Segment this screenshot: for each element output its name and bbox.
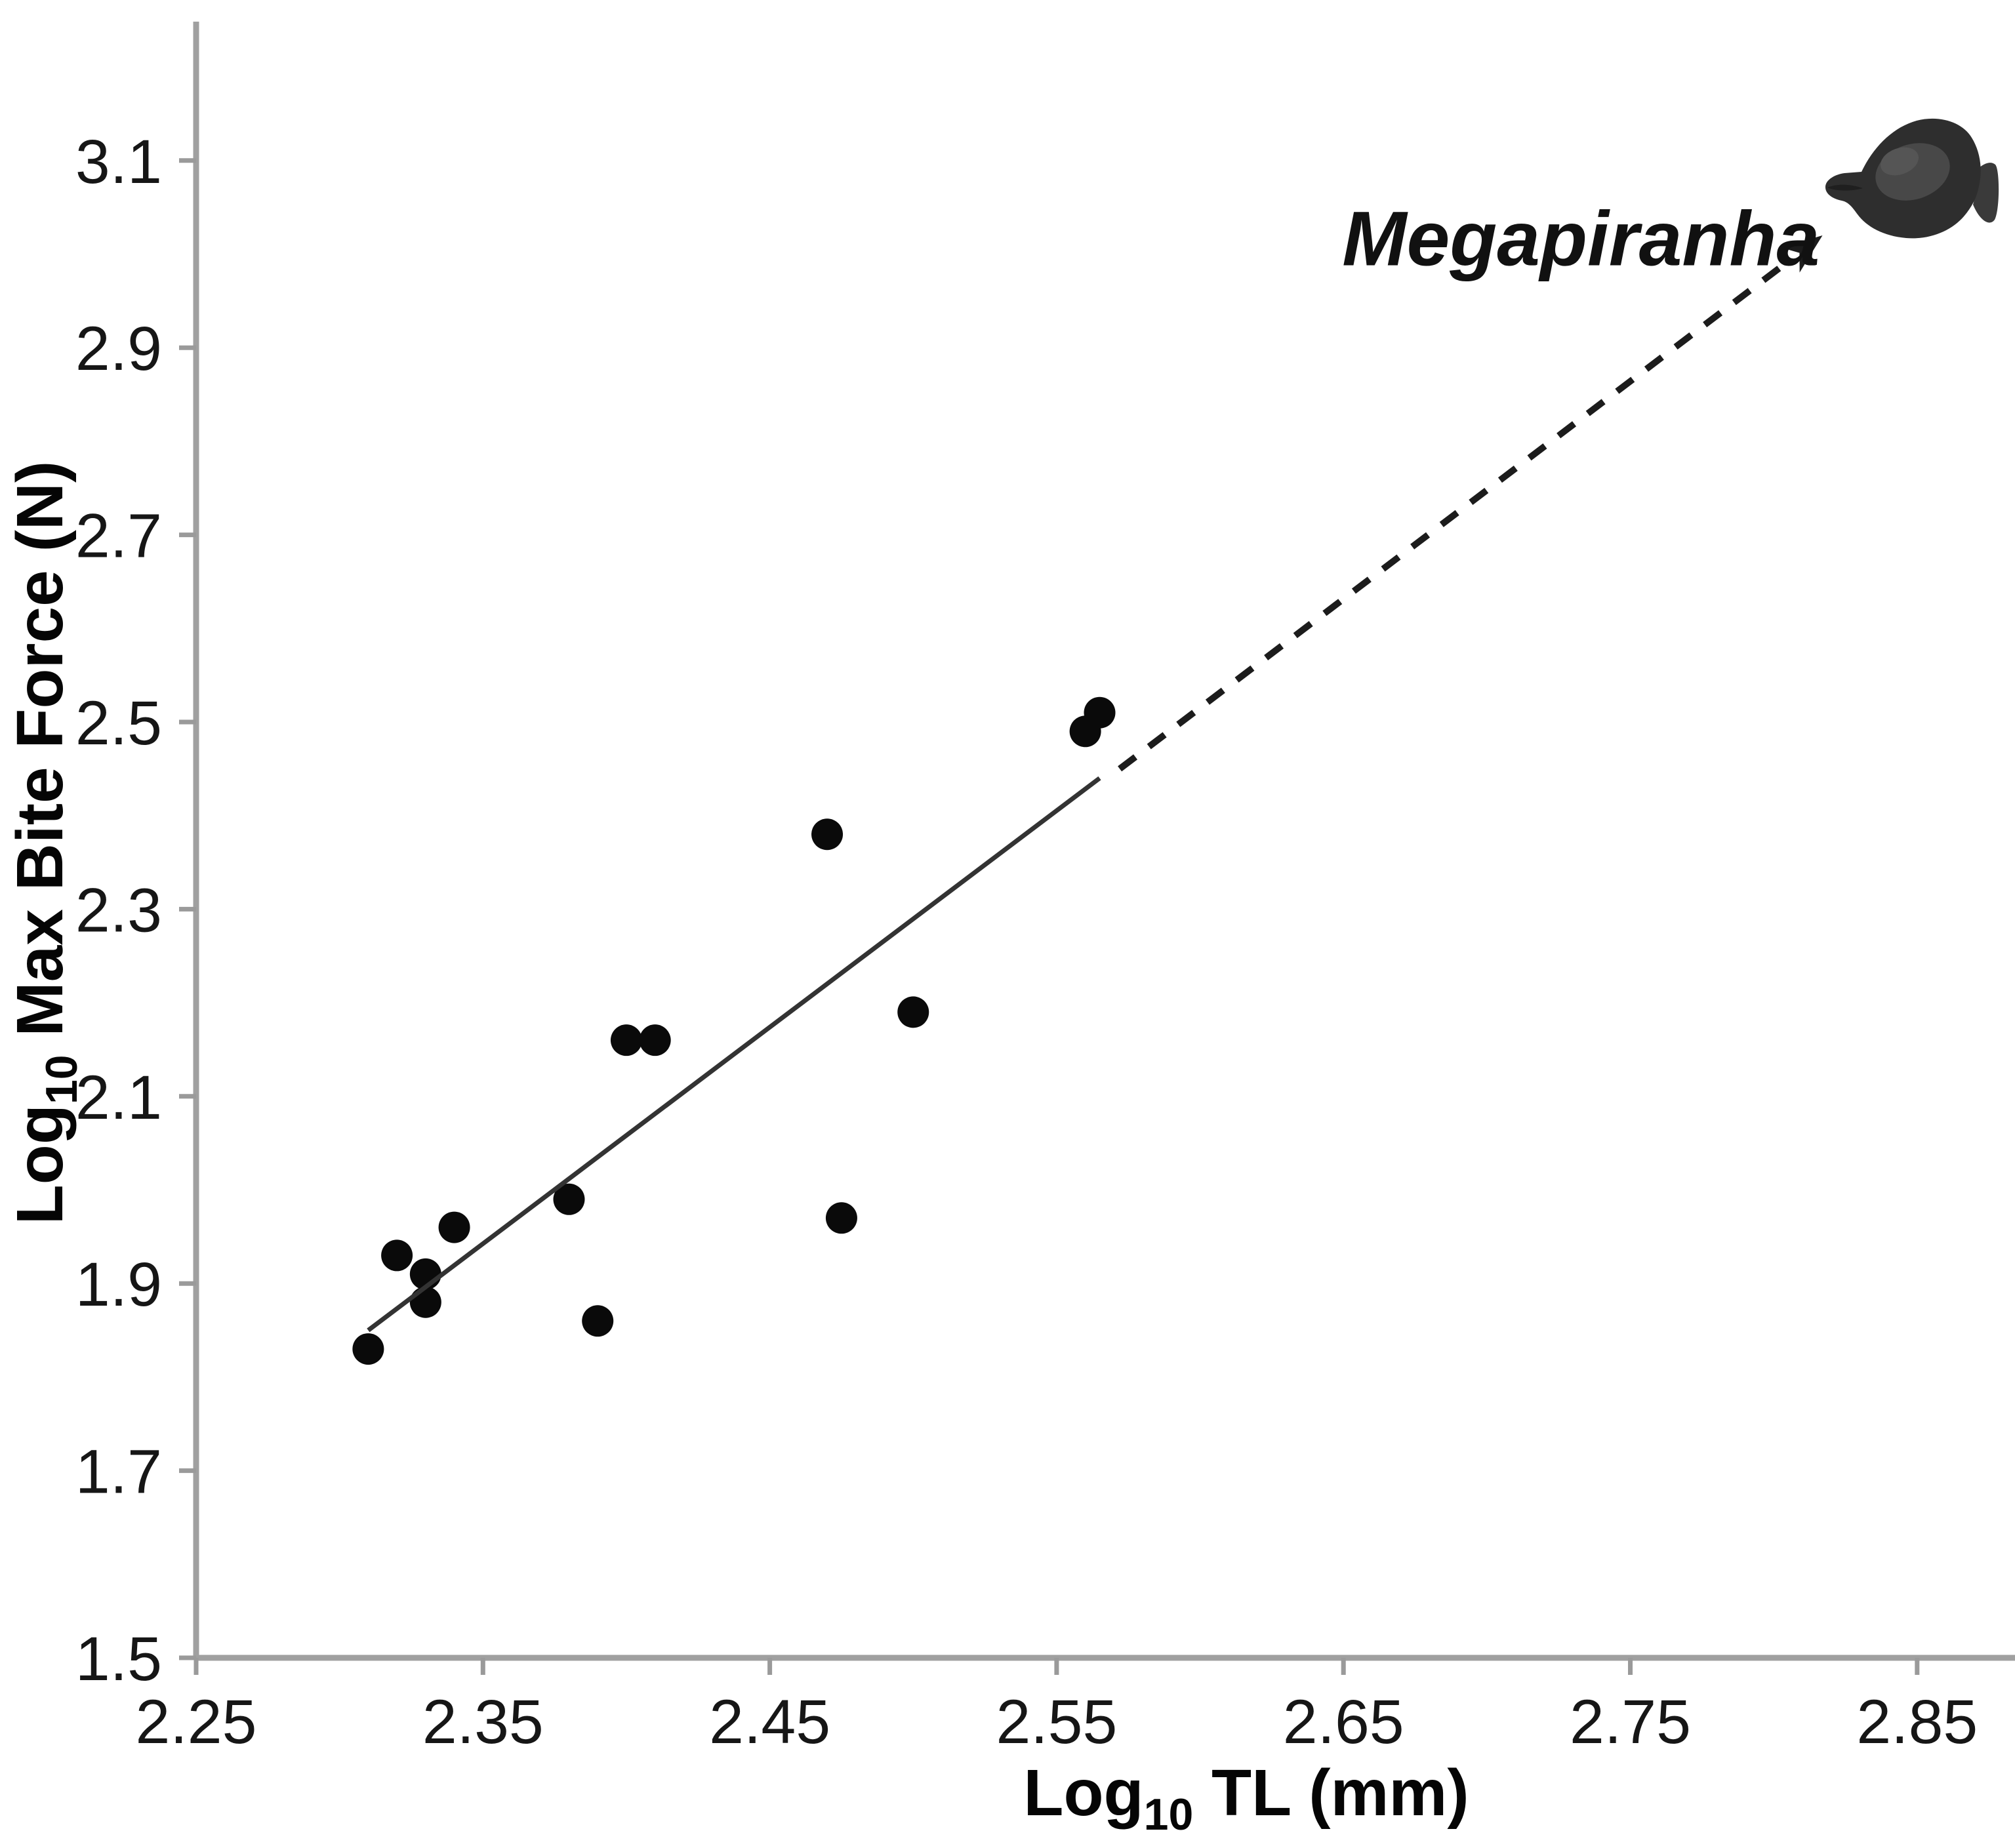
- y-tick-label: 2.9: [75, 314, 162, 384]
- data-point: [825, 1202, 857, 1234]
- x-axis-title: Log10 TL (mm): [1023, 1756, 1469, 1839]
- arrowhead-icon: [1780, 235, 1823, 273]
- x-tick-label: 2.65: [1283, 1687, 1404, 1757]
- x-tick-label: 2.75: [1570, 1687, 1691, 1757]
- data-point: [438, 1211, 470, 1243]
- data-point: [639, 1024, 671, 1056]
- megapiranha-label: Megapiranha: [1342, 196, 1820, 283]
- x-axis-ticks: 2.25 2.35 2.45 2.55 2.65 2.75 2.85: [136, 1658, 1978, 1757]
- scatter-points: [352, 696, 1116, 1365]
- y-tick-label: 2.1: [75, 1063, 162, 1133]
- x-tick-label: 2.25: [136, 1687, 257, 1757]
- x-tick-label: 2.85: [1856, 1687, 1978, 1757]
- y-tick-label: 1.9: [75, 1250, 162, 1319]
- data-point: [811, 818, 844, 851]
- data-point: [610, 1024, 642, 1056]
- trendline-dashed: [1118, 256, 1793, 772]
- data-point: [381, 1239, 413, 1272]
- y-axis-ticks: 1.5 1.7 1.9 2.1 2.3 2.5 2.7 2.9 3.1: [75, 127, 196, 1694]
- piranha-fish-icon: [1825, 118, 1999, 239]
- trendline-solid: [367, 776, 1101, 1333]
- y-axis-title: Log10 Max Bite Force (N): [3, 461, 87, 1225]
- x-tick-label: 2.55: [996, 1687, 1117, 1757]
- y-tick-label: 3.1: [75, 127, 162, 197]
- data-point: [352, 1333, 384, 1365]
- y-tick-label: 1.7: [75, 1437, 162, 1507]
- data-point: [897, 996, 929, 1028]
- x-tick-label: 2.45: [709, 1687, 830, 1757]
- data-point: [553, 1183, 585, 1215]
- piranha-shading-2: [1880, 147, 1919, 176]
- regression-lines: [367, 235, 1823, 1333]
- piranha-jaw-line: [1827, 184, 1863, 191]
- y-tick-label: 2.3: [75, 875, 162, 945]
- y-tick-label: 2.5: [75, 689, 162, 758]
- data-point: [582, 1305, 614, 1337]
- data-point: [1084, 696, 1116, 729]
- y-tick-label: 2.7: [75, 502, 162, 571]
- x-tick-label: 2.35: [422, 1687, 544, 1757]
- y-tick-label: 1.5: [75, 1624, 162, 1694]
- data-point: [409, 1286, 441, 1318]
